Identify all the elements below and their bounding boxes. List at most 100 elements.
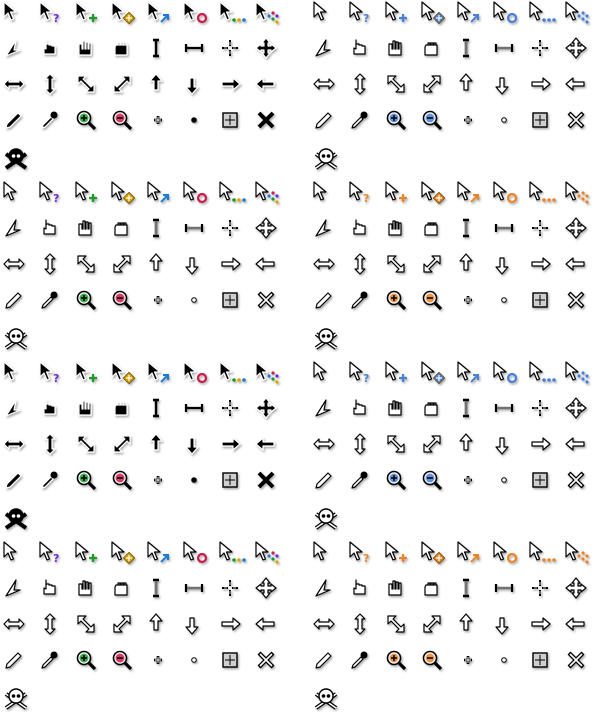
context-cursor-icon <box>565 1 589 24</box>
drag-cursor-icon <box>5 219 21 237</box>
cell-cursor-icon <box>532 292 548 308</box>
working-cursor-icon <box>219 181 246 202</box>
grab-cursor-icon <box>114 582 128 596</box>
no-drop-cursor-icon <box>257 291 275 309</box>
arrow-cursor-icon <box>313 181 327 201</box>
cursor-theme-panel: ? <box>3 181 279 350</box>
copy-cursor-icon <box>421 541 446 565</box>
right-arrow-cursor-icon <box>531 437 551 451</box>
pirate-cursor-icon <box>314 148 338 170</box>
open-hand-cursor-icon <box>78 580 92 596</box>
pointer-cursor-icon <box>43 39 56 55</box>
zoom-out-cursor-icon <box>422 110 443 131</box>
cell-cursor-icon <box>222 292 238 308</box>
move-cursor-icon <box>255 37 277 59</box>
move-cursor-icon <box>565 577 587 599</box>
ew-resize-cursor-icon <box>3 618 25 630</box>
move-cursor-icon <box>255 577 277 599</box>
copy-cursor-icon <box>421 181 446 205</box>
open-hand-cursor-icon <box>78 220 92 236</box>
busy-cursor-icon <box>183 361 208 384</box>
crosshair-cursor-icon <box>222 580 238 596</box>
nwse-resize-cursor-icon <box>387 75 405 93</box>
text-cursor-icon <box>463 218 469 238</box>
plus-cursor-icon <box>464 116 472 124</box>
pencil-cursor-icon <box>5 112 22 129</box>
zoom-in-cursor-icon <box>386 290 407 311</box>
dot-cursor-icon <box>501 657 507 663</box>
pencil-cursor-icon <box>5 652 22 669</box>
zoom-in-cursor-icon <box>76 110 97 131</box>
down-arrow-cursor-icon <box>185 77 199 95</box>
nesw-resize-cursor-icon <box>113 255 131 273</box>
busy-cursor-icon <box>183 1 208 24</box>
open-hand-cursor-icon <box>388 40 402 56</box>
help-cursor-icon: ? <box>39 181 59 205</box>
pointer-cursor-icon <box>43 219 56 235</box>
nesw-resize-cursor-icon <box>423 255 441 273</box>
dot-cursor-icon <box>191 117 197 123</box>
pipette-cursor-icon <box>351 291 368 309</box>
svg-text:?: ? <box>363 372 369 385</box>
pirate-cursor-icon <box>4 328 28 350</box>
nesw-resize-cursor-icon <box>113 615 131 633</box>
arrow-cursor-icon <box>313 361 327 381</box>
copy-cursor-icon <box>111 181 136 205</box>
arrow-cursor-icon <box>3 361 17 381</box>
ew-resize-cursor-icon <box>3 258 25 270</box>
help-cursor-icon: ? <box>349 181 369 205</box>
svg-text:?: ? <box>53 552 59 565</box>
text-cursor-icon <box>463 38 469 58</box>
right-arrow-cursor-icon <box>221 617 241 631</box>
ns-resize-cursor-icon <box>44 73 56 95</box>
dot-cursor-icon <box>191 477 197 483</box>
nesw-resize-cursor-icon <box>423 75 441 93</box>
pointer-cursor-icon <box>353 219 366 235</box>
up-arrow-cursor-icon <box>149 613 163 631</box>
add-cursor-icon <box>75 361 97 382</box>
context-cursor-icon <box>255 361 279 384</box>
nwse-resize-cursor-icon <box>77 435 95 453</box>
hresize-cursor-icon <box>184 584 204 592</box>
no-drop-cursor-icon <box>257 111 275 129</box>
link-cursor-icon <box>147 541 169 563</box>
no-drop-cursor-icon <box>567 471 585 489</box>
dot-cursor-icon <box>501 477 507 483</box>
link-cursor-icon <box>457 181 479 203</box>
pipette-cursor-icon <box>41 111 58 129</box>
crosshair-cursor-icon <box>532 400 548 416</box>
copy-cursor-icon <box>111 1 136 25</box>
help-cursor-icon: ? <box>349 361 369 385</box>
pipette-cursor-icon <box>41 651 58 669</box>
pirate-cursor-icon <box>314 508 338 530</box>
cursor-theme-panel: ? <box>313 181 589 350</box>
busy-cursor-icon <box>493 361 518 384</box>
right-arrow-cursor-icon <box>531 617 551 631</box>
drag-cursor-icon <box>315 219 331 237</box>
crosshair-cursor-icon <box>222 40 238 56</box>
move-cursor-icon <box>255 217 277 239</box>
add-cursor-icon <box>75 1 97 22</box>
pirate-cursor-icon <box>314 688 338 710</box>
left-arrow-cursor-icon <box>565 437 585 451</box>
nwse-resize-cursor-icon <box>387 615 405 633</box>
down-arrow-cursor-icon <box>495 77 509 95</box>
pipette-cursor-icon <box>351 111 368 129</box>
pipette-cursor-icon <box>351 471 368 489</box>
right-arrow-cursor-icon <box>221 257 241 271</box>
link-cursor-icon <box>457 361 479 383</box>
cursor-theme-panel: ? <box>3 541 279 710</box>
ns-resize-cursor-icon <box>354 613 366 635</box>
nesw-resize-cursor-icon <box>423 435 441 453</box>
cursor-theme-panel: ? <box>313 1 589 170</box>
working-cursor-icon <box>529 181 556 202</box>
drag-cursor-icon <box>5 39 21 57</box>
context-cursor-icon <box>565 361 589 384</box>
no-drop-cursor-icon <box>567 291 585 309</box>
grab-cursor-icon <box>424 42 438 56</box>
arrow-cursor-icon <box>313 1 327 21</box>
no-drop-cursor-icon <box>567 111 585 129</box>
left-arrow-cursor-icon <box>255 437 275 451</box>
hresize-cursor-icon <box>494 404 514 412</box>
pointer-cursor-icon <box>43 399 56 415</box>
